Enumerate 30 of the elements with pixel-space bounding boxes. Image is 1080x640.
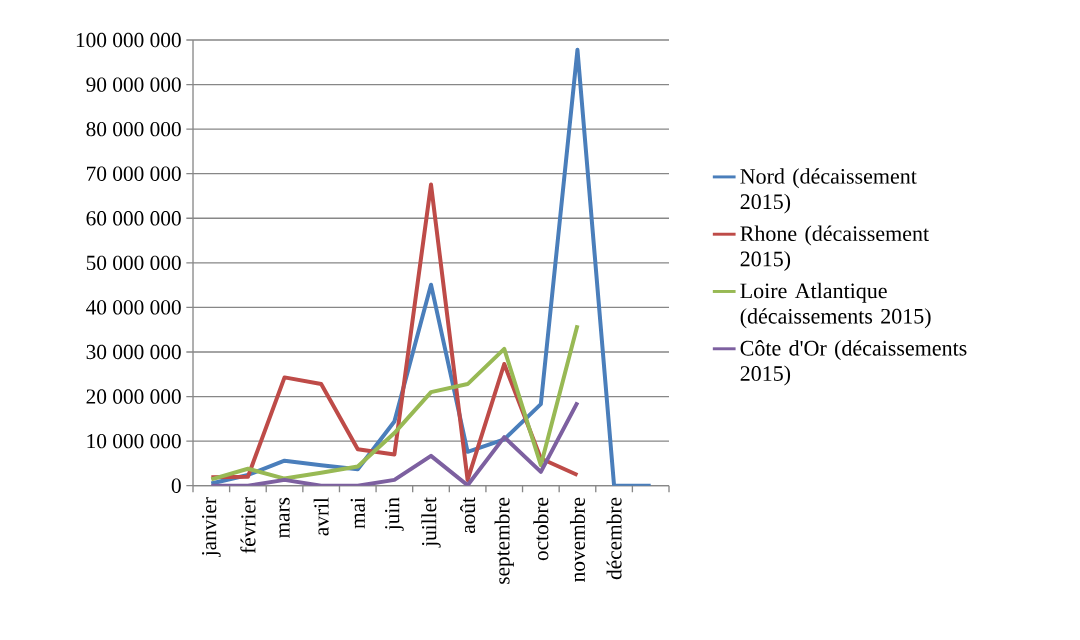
x-tick-label: juillet — [421, 497, 441, 548]
y-tick-label: 90 000 000 — [86, 77, 181, 92]
y-tick-label: 20 000 000 — [86, 389, 181, 404]
y-tick-label: 80 000 000 — [86, 121, 181, 137]
legend-label: Côte d'Or (décaissements 2015) — [740, 340, 967, 386]
x-tick-label: février — [240, 497, 256, 554]
x-tick-label: mars — [279, 497, 290, 539]
x-tick-label: novembre — [569, 497, 585, 582]
y-tick-label: 70 000 000 — [87, 166, 181, 181]
legend-label: Loire Atlantique (décaissements 2015) — [740, 282, 931, 329]
x-tick-label: septembre — [494, 497, 514, 584]
y-tick-label: 0 — [171, 478, 181, 493]
x-tick-label: juin — [385, 497, 404, 531]
legend-label: Nord (décaissement 2015) — [740, 168, 917, 214]
legend-label: Rhone (décaissement 2015) — [740, 225, 929, 271]
y-tick-label: 40 000 000 — [86, 300, 181, 315]
x-tick-label: octobre — [533, 497, 549, 561]
y-tick-label: 60 000 000 — [86, 211, 181, 226]
y-tick-label: 30 000 000 — [86, 344, 181, 360]
x-tick-label: avril — [313, 497, 329, 536]
y-tick-label: 10 000 000 — [87, 433, 181, 449]
x-tick-label: mai — [350, 497, 365, 529]
line-series — [209, 323, 580, 482]
x-tick-label: janvier — [201, 497, 221, 557]
x-tick-label: décembre — [606, 497, 622, 580]
line-series — [209, 400, 580, 486]
y-tick-label: 100 000 000 — [76, 32, 181, 48]
line-series — [209, 182, 580, 482]
x-tick-label: août — [460, 497, 476, 534]
y-tick-label: 50 000 000 — [86, 255, 181, 271]
